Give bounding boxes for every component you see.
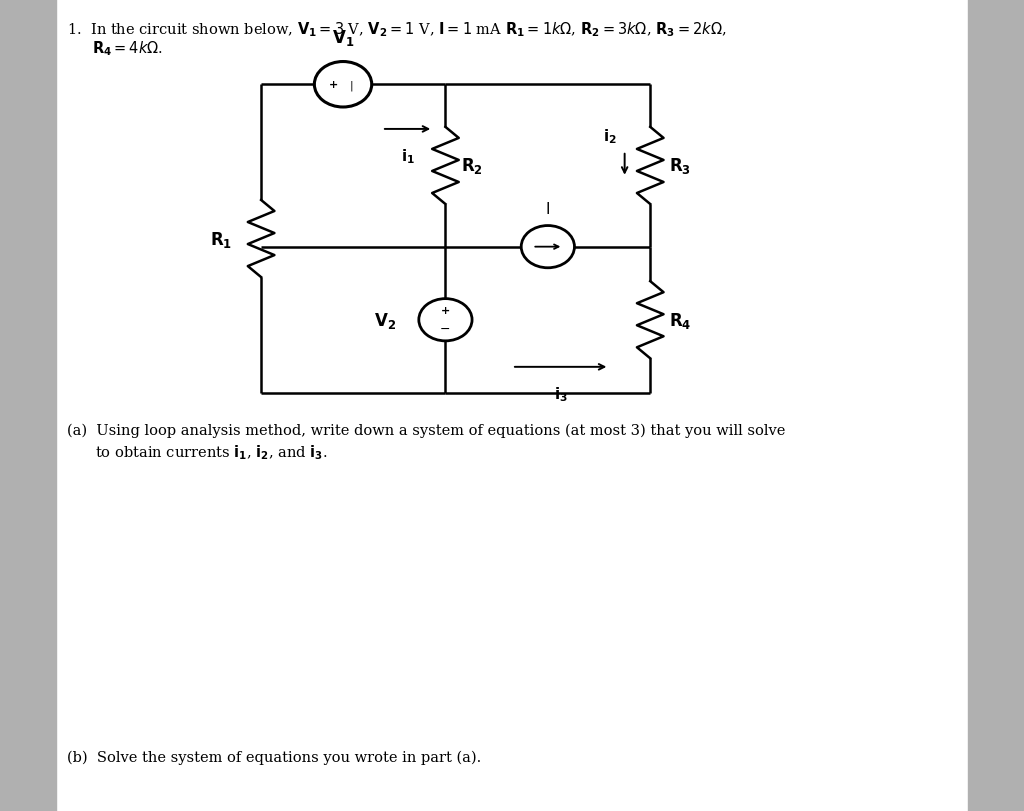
Text: $\mathbf{R_1}$: $\mathbf{R_1}$	[210, 230, 232, 249]
Bar	[0, 0, 56, 811]
Text: (a)  Using loop analysis method, write down a system of equations (at most 3) th: (a) Using loop analysis method, write do…	[67, 423, 785, 438]
Text: $\mathbf{R_4} = 4k\Omega$.: $\mathbf{R_4} = 4k\Omega$.	[92, 39, 163, 58]
Text: $\mathbf{V_1}$: $\mathbf{V_1}$	[332, 28, 354, 48]
Text: −: −	[440, 323, 451, 336]
Bar	[968, 0, 1024, 811]
Text: $\mathbf{i_1}$: $\mathbf{i_1}$	[400, 148, 415, 166]
Text: $\mathbf{R_4}$: $\mathbf{R_4}$	[669, 311, 691, 330]
Text: $\mathbf{R_3}$: $\mathbf{R_3}$	[669, 157, 691, 176]
Text: 1.  In the circuit shown below, $\mathbf{V_1} = 3$ V, $\mathbf{V_2} = 1$ V, $\ma: 1. In the circuit shown below, $\mathbf{…	[67, 20, 726, 39]
Text: $\mathbf{V_2}$: $\mathbf{V_2}$	[374, 311, 396, 330]
Text: +: +	[329, 80, 338, 90]
Text: I: I	[546, 202, 550, 217]
Text: (b)  Solve the system of equations you wrote in part (a).: (b) Solve the system of equations you wr…	[67, 750, 481, 765]
Text: to obtain currents $\mathbf{i_1}$, $\mathbf{i_2}$, and $\mathbf{i_3}$.: to obtain currents $\mathbf{i_1}$, $\mat…	[95, 443, 328, 461]
Text: $\mathbf{i_2}$: $\mathbf{i_2}$	[602, 127, 616, 146]
Text: |: |	[350, 80, 353, 90]
Text: +: +	[440, 306, 451, 315]
Text: $\mathbf{R_2}$: $\mathbf{R_2}$	[461, 157, 482, 176]
Text: $\mathbf{i_3}$: $\mathbf{i_3}$	[554, 385, 567, 404]
